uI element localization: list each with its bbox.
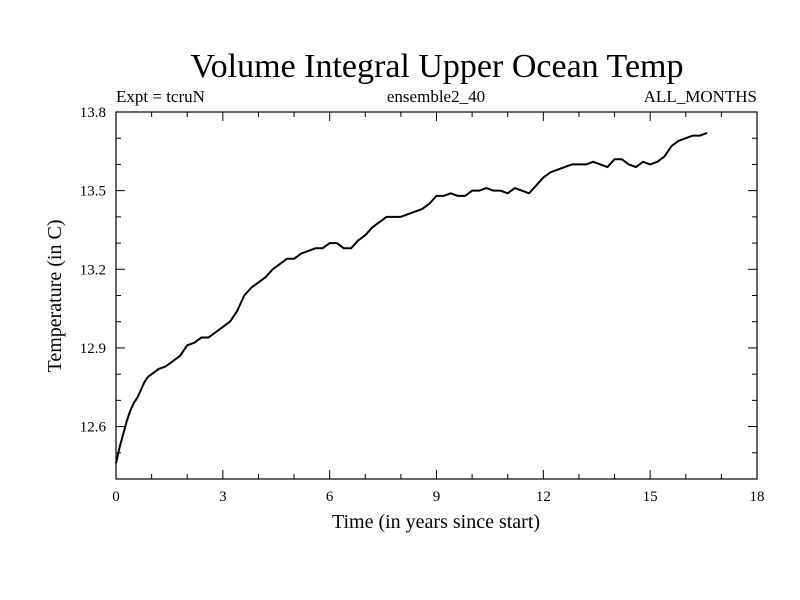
y-tick-label: 13.5: [80, 184, 106, 200]
x-tick-labels: 0 3 6 9 12 15 18: [112, 489, 764, 505]
x-tick-label: 9: [433, 489, 441, 505]
chart-title: Volume Integral Upper Ocean Temp: [191, 48, 684, 85]
chart-subtitle-left: Expt = tcruN: [116, 87, 205, 106]
axis-ticks: [115, 111, 758, 480]
y-tick-label: 12.6: [80, 420, 107, 436]
y-axis-label: Temperature (in C): [44, 220, 66, 373]
x-tick-label: 0: [112, 489, 120, 505]
x-tick-label: 3: [219, 489, 227, 505]
x-tick-label: 6: [326, 489, 334, 505]
chart-subtitle-right: ALL_MONTHS: [644, 87, 757, 106]
y-tick-label: 13.2: [80, 262, 106, 278]
x-tick-label: 18: [750, 489, 765, 505]
y-tick-label: 13.8: [80, 105, 106, 121]
x-tick-label: 12: [536, 489, 551, 505]
plot-frame: [115, 111, 758, 480]
x-axis-label: Time (in years since start): [332, 511, 540, 533]
chart-subtitle-center: ensemble2_40: [387, 87, 485, 106]
y-tick-labels: 12.6 12.9 13.2 13.5 13.8: [80, 105, 107, 436]
x-tick-label: 15: [643, 489, 658, 505]
y-tick-label: 12.9: [80, 341, 106, 357]
series-line: [115, 132, 708, 464]
